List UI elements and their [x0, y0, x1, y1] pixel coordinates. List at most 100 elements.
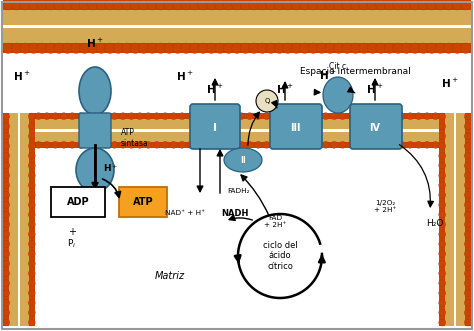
Circle shape — [147, 43, 157, 54]
Circle shape — [77, 141, 84, 148]
Bar — [439, 113, 471, 326]
Circle shape — [137, 141, 143, 148]
Circle shape — [35, 113, 42, 119]
Text: ADP: ADP — [67, 197, 89, 207]
Circle shape — [438, 250, 446, 257]
Circle shape — [240, 43, 251, 54]
Circle shape — [255, 113, 262, 119]
Circle shape — [229, 141, 236, 148]
Circle shape — [464, 201, 471, 208]
Circle shape — [438, 299, 446, 307]
FancyBboxPatch shape — [79, 113, 111, 148]
Circle shape — [401, 43, 412, 54]
Circle shape — [464, 113, 471, 120]
Circle shape — [464, 182, 471, 189]
Circle shape — [438, 123, 446, 130]
Circle shape — [138, 0, 149, 10]
Circle shape — [111, 113, 118, 119]
Bar — [454, 113, 456, 326]
Circle shape — [3, 260, 10, 267]
Circle shape — [384, 43, 395, 54]
Bar — [28, 113, 35, 326]
Circle shape — [305, 113, 312, 119]
Circle shape — [170, 113, 177, 119]
Circle shape — [86, 113, 92, 119]
Circle shape — [331, 141, 337, 148]
Bar — [3, 25, 471, 28]
Bar — [3, 0, 471, 53]
Circle shape — [128, 113, 135, 119]
Circle shape — [272, 113, 279, 119]
Bar — [3, 43, 471, 53]
Circle shape — [432, 141, 439, 148]
Circle shape — [71, 43, 81, 54]
Circle shape — [138, 43, 149, 54]
Circle shape — [464, 319, 471, 326]
Circle shape — [407, 141, 414, 148]
Circle shape — [464, 152, 471, 159]
Text: ATP: ATP — [133, 197, 153, 207]
Circle shape — [452, 0, 463, 10]
Circle shape — [155, 0, 166, 10]
Circle shape — [86, 141, 92, 148]
Circle shape — [204, 113, 211, 119]
Circle shape — [407, 113, 414, 119]
Circle shape — [382, 141, 388, 148]
Text: NAD⁺ + H⁺: NAD⁺ + H⁺ — [165, 210, 205, 216]
Circle shape — [60, 113, 67, 119]
Circle shape — [464, 172, 471, 179]
Circle shape — [415, 141, 422, 148]
Circle shape — [435, 0, 446, 10]
Circle shape — [153, 113, 160, 119]
Circle shape — [173, 43, 183, 54]
Circle shape — [212, 113, 219, 119]
Circle shape — [88, 0, 98, 10]
Circle shape — [300, 0, 310, 10]
Text: H$^+$: H$^+$ — [13, 70, 31, 82]
Circle shape — [28, 123, 36, 130]
Text: IV: IV — [370, 122, 381, 132]
Circle shape — [289, 141, 295, 148]
Circle shape — [438, 152, 446, 159]
Circle shape — [3, 0, 13, 10]
Circle shape — [359, 43, 369, 54]
Circle shape — [314, 141, 321, 148]
Circle shape — [365, 141, 372, 148]
Circle shape — [3, 201, 10, 208]
Circle shape — [113, 43, 124, 54]
Circle shape — [373, 113, 380, 119]
Circle shape — [317, 0, 327, 10]
Circle shape — [153, 141, 160, 148]
Circle shape — [28, 211, 36, 218]
Circle shape — [464, 241, 471, 248]
Circle shape — [69, 141, 76, 148]
Circle shape — [130, 43, 141, 54]
Circle shape — [393, 43, 403, 54]
Circle shape — [105, 0, 115, 10]
Circle shape — [3, 43, 13, 54]
Circle shape — [3, 172, 10, 179]
Circle shape — [181, 43, 191, 54]
FancyBboxPatch shape — [190, 104, 240, 149]
Circle shape — [181, 0, 191, 10]
Circle shape — [246, 141, 253, 148]
Ellipse shape — [79, 67, 111, 115]
Circle shape — [28, 241, 36, 248]
Bar — [35, 113, 439, 119]
Circle shape — [435, 43, 446, 54]
Circle shape — [28, 270, 36, 277]
Circle shape — [215, 43, 225, 54]
Text: H$^+$: H$^+$ — [176, 70, 194, 82]
Circle shape — [206, 0, 217, 10]
Circle shape — [367, 43, 378, 54]
Circle shape — [424, 141, 430, 148]
Bar — [465, 113, 471, 326]
Circle shape — [3, 133, 10, 140]
Circle shape — [339, 141, 346, 148]
Circle shape — [461, 43, 471, 54]
Circle shape — [280, 141, 287, 148]
Circle shape — [314, 113, 321, 119]
Circle shape — [347, 113, 355, 119]
Text: ciclo del
ácido
cítrico: ciclo del ácido cítrico — [263, 241, 297, 271]
Circle shape — [62, 43, 73, 54]
